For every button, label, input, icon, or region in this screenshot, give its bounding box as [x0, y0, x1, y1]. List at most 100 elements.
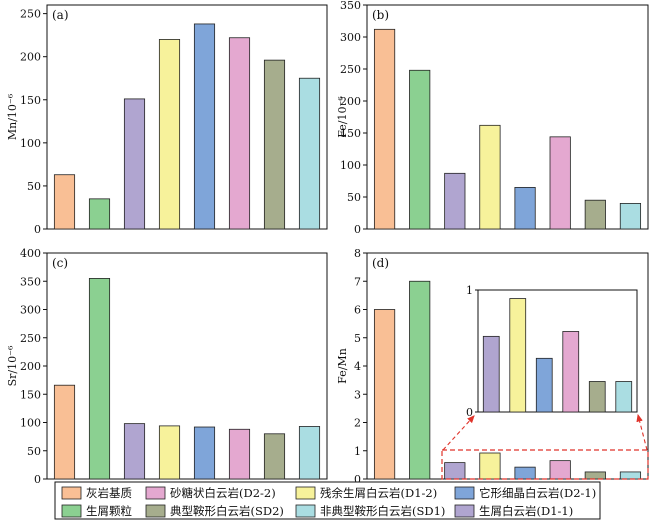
zoom-region — [441, 449, 649, 480]
panel-label: (c) — [52, 256, 68, 270]
y-tick-label: 0 — [354, 473, 361, 486]
legend-swatch — [454, 504, 475, 518]
y-tick-label: 8 — [354, 247, 361, 260]
y-tick-label: 1 — [354, 445, 361, 458]
y-tick-label: 50 — [27, 445, 41, 458]
bar — [444, 462, 466, 480]
bar — [619, 202, 642, 230]
inset-y-tick-label: 1 — [466, 284, 473, 297]
inset-bar — [535, 357, 553, 413]
panel-label: (d) — [372, 256, 389, 270]
legend-label: 残余生屑白云岩(D1-2) — [320, 486, 437, 500]
y-tick-label: 3 — [354, 388, 361, 401]
y-tick-label: 400 — [20, 247, 41, 260]
bar — [373, 309, 396, 480]
y-tick-label: 200 — [20, 51, 41, 64]
bar — [123, 423, 146, 480]
inset-bar — [588, 381, 606, 413]
legend-label: 生屑颗粒 — [86, 504, 132, 518]
legend-swatch — [61, 504, 82, 518]
bar — [193, 426, 216, 480]
inset-frame — [477, 289, 638, 413]
legend-label: 典型鞍形白云岩(SD2) — [170, 504, 284, 518]
zoom-arrow-left — [442, 415, 475, 451]
y-tick-label: 150 — [20, 388, 41, 401]
y-tick-label: 250 — [20, 8, 41, 21]
panel-a: 0 50 100 150 200 250 Mn/10⁻⁶ (a) — [6, 4, 328, 236]
y-tick-label: 50 — [27, 180, 41, 193]
y-axis-label: Mn/10⁻⁶ — [6, 93, 19, 140]
plot-frame — [366, 4, 649, 230]
legend-label: 砂糖状白云岩(D2-2) — [170, 486, 276, 500]
bar — [479, 124, 501, 230]
y-tick-label: 6 — [354, 304, 361, 317]
y-tick-label: 350 — [340, 0, 361, 12]
bar — [53, 384, 76, 480]
bar — [193, 23, 216, 230]
bar — [88, 198, 111, 230]
y-axis-label: Sr/10⁻⁶ — [6, 345, 19, 386]
legend: 灰岩基质 砂糖状白云岩(D2-2) 残余生屑白云岩(D1-2) 它形细晶白云岩(D2-… — [54, 481, 601, 520]
legend-swatch — [454, 486, 475, 500]
y-tick-label: 150 — [20, 94, 41, 107]
y-axis-label: Fe/10⁻⁶ — [336, 96, 349, 138]
y-tick-label: 100 — [20, 417, 41, 430]
bar — [53, 174, 76, 230]
bar — [373, 28, 396, 230]
bar — [549, 136, 571, 230]
bar — [409, 69, 431, 230]
y-tick-label: 50 — [347, 191, 361, 204]
bar — [88, 278, 111, 480]
zoom-arrow-right — [636, 413, 648, 451]
legend-label: 生屑白云岩(D1-1) — [479, 504, 573, 518]
bar — [298, 77, 321, 230]
bar — [409, 280, 431, 480]
bar — [514, 186, 536, 230]
panel-label: (b) — [372, 8, 389, 22]
bar — [298, 426, 321, 480]
legend-swatch — [295, 504, 316, 518]
y-tick-label: 7 — [354, 275, 361, 288]
legend-swatch — [61, 486, 82, 500]
inset-bar — [562, 331, 580, 413]
y-tick-label: 0 — [34, 473, 41, 486]
bar — [584, 471, 606, 480]
y-tick-label: 200 — [20, 360, 41, 373]
y-tick-label: 100 — [340, 159, 361, 172]
inset-bar — [509, 298, 527, 413]
y-tick-label: 4 — [354, 360, 361, 373]
panel-d: 0 1 2 3 4 5 6 7 8 Fe/Mn (d) 0 1 — [336, 247, 649, 486]
y-tick-label: 250 — [20, 332, 41, 345]
bar — [228, 428, 251, 480]
bar — [228, 37, 251, 230]
inset-y-tick-label: 0 — [466, 406, 473, 419]
bar — [123, 98, 146, 230]
inset-bar — [482, 335, 500, 413]
y-tick-label: 2 — [354, 417, 361, 430]
legend-swatch — [295, 486, 316, 500]
legend-swatch — [145, 486, 166, 500]
bar — [619, 471, 642, 480]
panel-label: (a) — [52, 8, 69, 22]
y-tick-label: 300 — [20, 304, 41, 317]
legend-label: 非典型鞍形白云岩(SD1) — [320, 504, 445, 518]
y-tick-label: 200 — [340, 95, 361, 108]
legend-label: 灰岩基质 — [86, 486, 132, 500]
y-tick-label: 5 — [354, 332, 361, 345]
bar — [584, 199, 606, 230]
bar — [444, 172, 466, 230]
plot-frame — [46, 4, 328, 230]
y-tick-label: 150 — [340, 127, 361, 140]
y-tick-label: 0 — [34, 223, 41, 236]
y-tick-label: 100 — [20, 137, 41, 150]
bar — [479, 452, 501, 480]
inset-bar — [615, 381, 633, 413]
bar — [158, 39, 181, 230]
bar — [549, 460, 571, 480]
bar — [514, 466, 536, 480]
y-tick-label: 250 — [340, 63, 361, 76]
legend-label: 它形细晶白云岩(D2-1) — [479, 486, 596, 500]
bar — [263, 433, 286, 480]
panel-b: 0 50 100 150 200 250 300 350 Fe/10⁻⁶ (b) — [336, 0, 649, 236]
